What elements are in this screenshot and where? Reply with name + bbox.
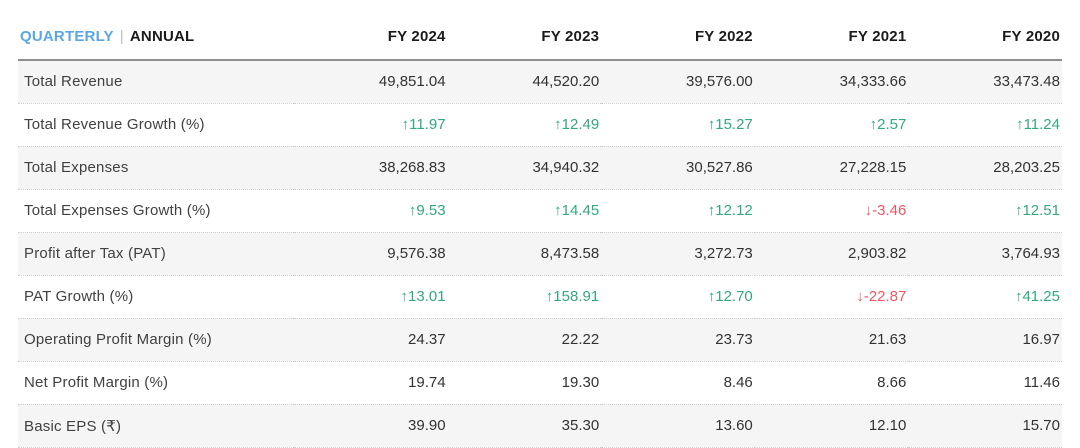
row-label: Basic EPS (₹) (18, 404, 294, 448)
growth-cell: ↑13.01 (294, 275, 448, 319)
tab-quarterly[interactable]: QUARTERLY (20, 28, 114, 45)
value-cell: 28,203.25 (908, 146, 1062, 190)
column-header-fy2020: FY 2020 (908, 14, 1062, 61)
growth-cell: ↑12.51 (908, 189, 1062, 233)
table-row-profit-after-tax: Profit after Tax (PAT) 9,576.38 8,473.58… (18, 232, 1062, 276)
tab-annual[interactable]: ANNUAL (129, 28, 195, 45)
table-row-pat-growth: PAT Growth (%) ↑13.01 ↑158.91 ↑12.70 ↓-2… (18, 275, 1062, 319)
table-row-total-revenue-growth: Total Revenue Growth (%) ↑11.97 ↑12.49 ↑… (18, 103, 1062, 147)
growth-cell: ↑15.27 (601, 103, 755, 147)
value-cell: 23.73 (601, 318, 755, 362)
value-cell: 3,272.73 (601, 232, 755, 276)
growth-cell: ↑11.24 (908, 103, 1062, 147)
growth-cell: ↑12.70 (601, 275, 755, 319)
value-cell: 35.30 (447, 404, 602, 448)
column-header-fy2024: FY 2024 (294, 14, 448, 61)
value-cell: 15.70 (908, 404, 1062, 448)
table-row-operating-profit-margin: Operating Profit Margin (%) 24.37 22.22 … (18, 318, 1062, 362)
value-cell: 22.22 (447, 318, 602, 362)
table-row-basic-eps: Basic EPS (₹) 39.90 35.30 13.60 12.10 15… (18, 404, 1062, 448)
table-row-total-expenses: Total Expenses 38,268.83 34,940.32 30,52… (18, 146, 1062, 190)
value-cell: 19.74 (294, 361, 448, 405)
growth-cell: ↑2.57 (754, 103, 909, 147)
table-header-row: QUARTERLY | ANNUAL FY 2024 FY 2023 FY 2022… (18, 14, 1062, 61)
value-cell: 8.66 (754, 361, 909, 405)
value-cell: 21.63 (754, 318, 909, 362)
value-cell: 8,473.58 (447, 232, 602, 276)
value-cell: 12.10 (754, 404, 909, 448)
value-cell: 24.37 (294, 318, 448, 362)
column-header-fy2023: FY 2023 (447, 14, 602, 61)
growth-cell: ↑12.12 (601, 189, 755, 233)
growth-cell: ↑11.97 (294, 103, 448, 147)
growth-cell: ↑41.25 (908, 275, 1062, 319)
value-cell: 8.46 (601, 361, 755, 405)
value-cell: 38,268.83 (294, 146, 448, 190)
row-label: Net Profit Margin (%) (18, 361, 294, 405)
row-label: Total Expenses Growth (%) (18, 189, 294, 233)
row-label: Total Revenue Growth (%) (18, 103, 294, 147)
growth-cell: ↑9.53 (294, 189, 448, 233)
value-cell: 33,473.48 (908, 60, 1062, 104)
value-cell: 30,527.86 (601, 146, 755, 190)
column-header-fy2022: FY 2022 (601, 14, 755, 61)
value-cell: 39.90 (294, 404, 448, 448)
growth-cell: ↓-22.87 (754, 275, 909, 319)
value-cell: 3,764.93 (908, 232, 1062, 276)
value-cell: 49,851.04 (294, 60, 448, 104)
value-cell: 13.60 (601, 404, 755, 448)
value-cell: 44,520.20 (447, 60, 602, 104)
tab-separator: | (119, 28, 124, 45)
column-header-fy2021: FY 2021 (754, 14, 909, 61)
table-row-total-revenue: Total Revenue 49,851.04 44,520.20 39,576… (18, 60, 1062, 104)
growth-cell: ↓-3.46 (754, 189, 909, 233)
growth-cell: ↑14.45 (447, 189, 602, 233)
row-label: PAT Growth (%) (18, 275, 294, 319)
period-tabs: QUARTERLY | ANNUAL (18, 14, 294, 61)
value-cell: 19.30 (447, 361, 602, 405)
row-label: Total Expenses (18, 146, 294, 190)
table-row-net-profit-margin: Net Profit Margin (%) 19.74 19.30 8.46 8… (18, 361, 1062, 405)
row-label: Operating Profit Margin (%) (18, 318, 294, 362)
financials-table: QUARTERLY | ANNUAL FY 2024 FY 2023 FY 2022… (18, 14, 1062, 448)
value-cell: 16.97 (908, 318, 1062, 362)
growth-cell: ↑158.91 (447, 275, 602, 319)
table-row-total-expenses-growth: Total Expenses Growth (%) ↑9.53 ↑14.45 ↑… (18, 189, 1062, 233)
value-cell: 27,228.15 (754, 146, 909, 190)
value-cell: 34,333.66 (754, 60, 909, 104)
value-cell: 39,576.00 (601, 60, 755, 104)
row-label: Profit after Tax (PAT) (18, 232, 294, 276)
value-cell: 11.46 (908, 361, 1062, 405)
row-label: Total Revenue (18, 60, 294, 104)
value-cell: 2,903.82 (754, 232, 909, 276)
value-cell: 9,576.38 (294, 232, 448, 276)
growth-cell: ↑12.49 (447, 103, 602, 147)
value-cell: 34,940.32 (447, 146, 602, 190)
